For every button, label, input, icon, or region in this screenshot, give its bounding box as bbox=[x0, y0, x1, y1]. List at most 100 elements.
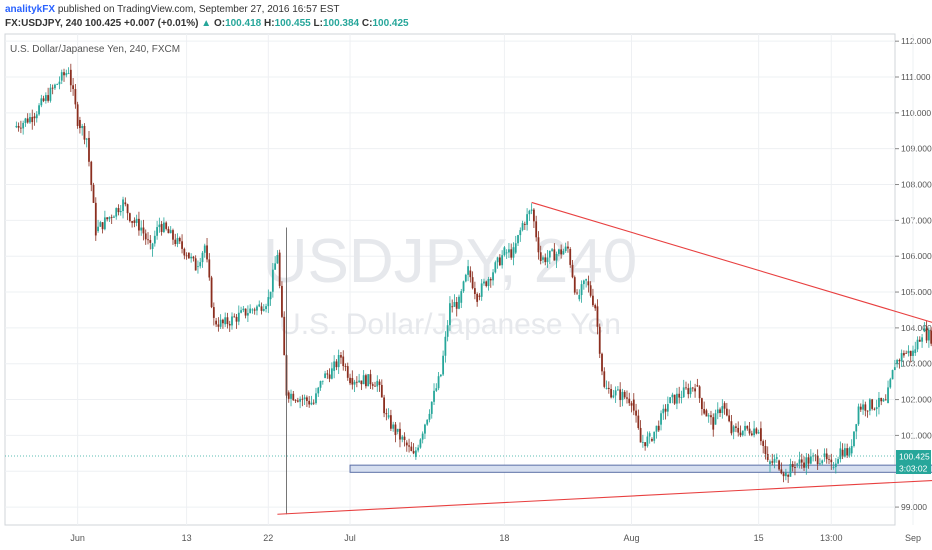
candle-body bbox=[310, 402, 313, 405]
candle-body bbox=[560, 249, 563, 255]
candle-body bbox=[594, 305, 597, 309]
published-text: published on TradingView.com, September … bbox=[57, 4, 340, 15]
candle bbox=[115, 207, 118, 220]
candle-body bbox=[537, 237, 540, 253]
candle bbox=[319, 380, 322, 391]
candle bbox=[517, 234, 519, 246]
candle-body bbox=[83, 125, 86, 140]
candle bbox=[108, 216, 111, 223]
candle bbox=[74, 84, 77, 109]
candle bbox=[710, 410, 712, 425]
candle-body bbox=[408, 445, 410, 447]
candle bbox=[408, 438, 410, 453]
candle-body bbox=[283, 316, 286, 356]
candle-body bbox=[850, 446, 853, 454]
candle bbox=[739, 425, 742, 438]
candle-body bbox=[405, 442, 408, 446]
candle bbox=[424, 423, 426, 440]
candle bbox=[619, 382, 622, 407]
candle bbox=[646, 431, 649, 448]
candle-body bbox=[63, 72, 65, 76]
y-tick-label: 107.000 bbox=[901, 215, 932, 225]
candle bbox=[918, 336, 921, 342]
author-link[interactable]: analitykFX bbox=[5, 4, 56, 15]
candle-body bbox=[578, 295, 581, 300]
candle-body bbox=[351, 378, 354, 385]
candle-body bbox=[862, 404, 864, 410]
candle bbox=[823, 448, 826, 462]
candle-body bbox=[144, 233, 147, 240]
candle-body bbox=[682, 387, 685, 398]
candle-body bbox=[244, 308, 247, 316]
symbol-label[interactable]: FX:USDJPY, 240 bbox=[5, 18, 83, 29]
trendline-lower bbox=[277, 479, 932, 515]
candle-body bbox=[417, 447, 420, 451]
candle-body bbox=[612, 395, 615, 398]
candle-body bbox=[394, 424, 397, 435]
candle-body bbox=[551, 249, 553, 251]
candle bbox=[256, 304, 258, 316]
candle bbox=[72, 77, 74, 96]
candle bbox=[433, 383, 435, 406]
candle bbox=[458, 294, 460, 310]
candle-body bbox=[685, 387, 687, 389]
candle bbox=[190, 253, 193, 263]
candle-body bbox=[149, 240, 152, 243]
candle-body bbox=[156, 227, 158, 236]
candle bbox=[698, 385, 701, 403]
candle bbox=[610, 384, 612, 399]
candle bbox=[601, 352, 603, 376]
candle bbox=[544, 253, 547, 266]
candle-body bbox=[508, 249, 510, 253]
last-price-tag-label: 100.425 bbox=[899, 452, 930, 462]
candle-body bbox=[369, 374, 372, 385]
candle-body bbox=[735, 426, 737, 428]
candle-body bbox=[868, 399, 871, 411]
y-tick-label: 104.000 bbox=[901, 323, 932, 333]
candle bbox=[172, 228, 174, 245]
candle-body bbox=[660, 413, 662, 425]
candle bbox=[664, 404, 667, 420]
candle bbox=[126, 203, 129, 221]
candle-body bbox=[626, 397, 628, 399]
candle-body bbox=[834, 463, 837, 468]
candle bbox=[326, 369, 329, 379]
candle bbox=[417, 444, 420, 453]
candle-body bbox=[115, 208, 118, 217]
candle bbox=[744, 421, 746, 437]
candle bbox=[251, 308, 254, 314]
candle-body bbox=[446, 325, 449, 337]
candle-body bbox=[294, 400, 297, 402]
candle-body bbox=[260, 306, 263, 311]
candle bbox=[65, 69, 68, 78]
candle bbox=[47, 87, 50, 103]
candle bbox=[859, 403, 862, 412]
candle-body bbox=[828, 459, 830, 460]
candle-body bbox=[187, 252, 190, 259]
candle bbox=[564, 242, 567, 253]
candle bbox=[614, 386, 617, 403]
candle bbox=[315, 387, 317, 405]
candle bbox=[344, 363, 347, 372]
candle-body bbox=[489, 278, 492, 281]
candle-body bbox=[887, 387, 889, 404]
candle-body bbox=[821, 460, 824, 464]
candle bbox=[503, 246, 506, 257]
candle bbox=[58, 76, 61, 90]
candle bbox=[557, 248, 560, 257]
candle-body bbox=[151, 243, 154, 250]
candle bbox=[653, 431, 656, 444]
candle bbox=[467, 259, 469, 282]
candle-body bbox=[471, 277, 474, 289]
candle-body bbox=[800, 459, 803, 463]
candle bbox=[85, 137, 88, 148]
candle bbox=[317, 386, 320, 397]
candle bbox=[476, 292, 479, 307]
candle-body bbox=[256, 306, 258, 311]
candle bbox=[864, 401, 867, 417]
candle-body bbox=[337, 355, 340, 368]
candle-body bbox=[893, 367, 896, 371]
candle bbox=[900, 349, 903, 367]
y-tick-label: 112.000 bbox=[901, 36, 931, 46]
